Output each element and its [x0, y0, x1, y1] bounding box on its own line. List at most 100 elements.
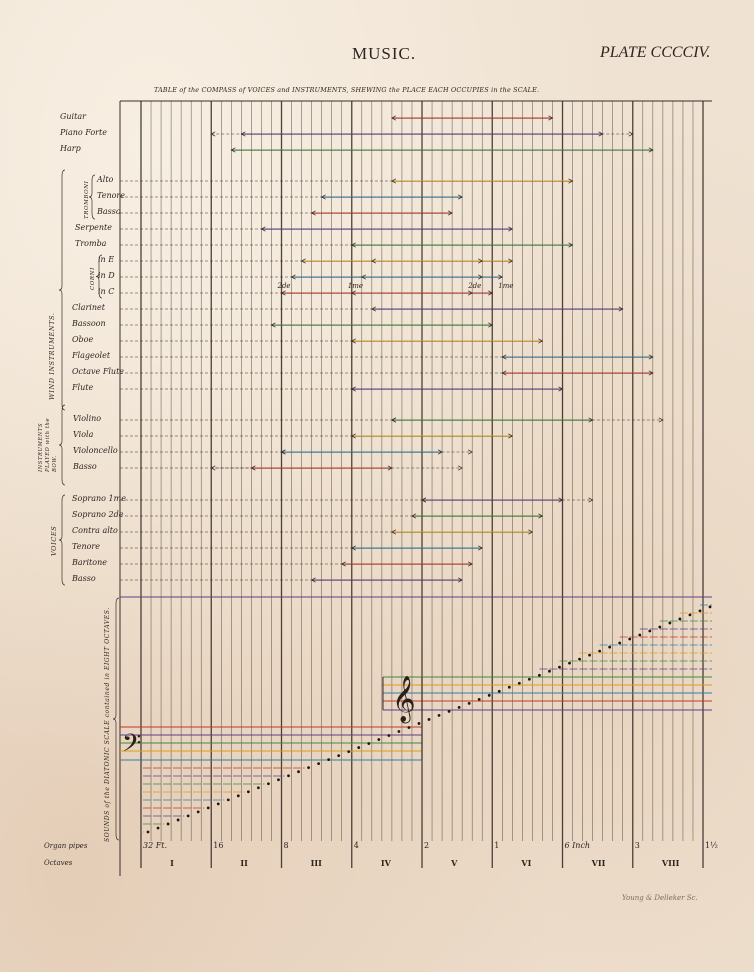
scale-note-dot [548, 669, 551, 673]
scale-note-dot [246, 790, 250, 794]
scale-note-dot [256, 786, 260, 790]
row-label: Basso [97, 207, 121, 216]
brace [58, 494, 66, 586]
range-start-arrow [350, 242, 356, 248]
row-label: Octave Flute [72, 367, 125, 376]
inner-end-arrow [467, 290, 474, 296]
group-label-tromboni: TROMBONI [84, 180, 90, 219]
range-end-arrow [508, 433, 514, 439]
octave-numeral: VIII [661, 858, 680, 868]
range-end-arrow [568, 242, 574, 248]
scale-note-dot [226, 798, 230, 802]
scale-note-dot [698, 609, 702, 613]
scale-note-dot [628, 637, 632, 641]
scale-note-dot [527, 677, 531, 681]
scale-note-dot [367, 742, 371, 745]
range-end-arrow [528, 529, 534, 535]
range-start-arrow [310, 577, 316, 583]
scale-note-dot [467, 701, 471, 705]
extended-end-arrow [588, 497, 594, 503]
range-start-arrow [260, 226, 266, 232]
range-start-arrow [391, 529, 397, 535]
range-start-arrow [250, 465, 256, 471]
organ-pipe-size: 8 [283, 841, 289, 850]
scale-note-dot [618, 641, 622, 645]
engraver-credit: Young & Delleker Sc. [622, 894, 698, 902]
extended-end-arrow [658, 417, 664, 423]
scale-note-dot [598, 649, 602, 653]
range-start-arrow [370, 306, 377, 312]
extended-end-arrow [628, 131, 634, 137]
range-start-arrow [391, 178, 397, 184]
scale-note-dot [206, 806, 210, 810]
scale-note-dot [216, 802, 220, 806]
horn-mark: 2de [277, 282, 291, 290]
scale-note-dot [588, 653, 591, 657]
range-end-arrow [548, 115, 554, 121]
range-end-arrow [558, 497, 564, 503]
brace [58, 169, 66, 411]
organ-pipe-size: 16 [213, 841, 224, 850]
scale-note-dot [327, 758, 331, 762]
row-label: Harp [60, 144, 81, 153]
scale-note-dot [487, 693, 491, 697]
scale-note-dot [156, 826, 160, 830]
range-end-arrow [498, 274, 504, 280]
extended-start-arrow [280, 449, 286, 455]
scale-note-dot [538, 673, 541, 677]
scale-note-dot [608, 645, 612, 649]
page-title: MUSIC. [352, 44, 417, 63]
row-label: in C [98, 287, 115, 296]
range-end-arrow [648, 354, 654, 360]
scale-note-dot [638, 633, 642, 637]
extended-start-arrow [391, 417, 397, 423]
range-end-arrow [508, 258, 514, 264]
octave-numeral: VII [591, 858, 606, 868]
octave-numeral: II [240, 858, 248, 868]
range-end-arrow [447, 210, 453, 216]
scale-note-dot [568, 661, 571, 665]
range-end-arrow [558, 386, 564, 392]
scale-note-dot [668, 621, 672, 625]
organ-pipe-size: 32 Ft. [143, 841, 168, 850]
row-label: Tenore [72, 542, 100, 551]
range-start-arrow [310, 210, 316, 216]
organ-pipe-size: 6 Inch [564, 841, 591, 850]
scale-note-dot [387, 734, 391, 737]
treble-clef-icon: 𝄞 [392, 676, 416, 724]
range-end-arrow [538, 338, 544, 344]
extended-start-arrow [210, 131, 216, 137]
brace [58, 404, 66, 486]
range-end-arrow [508, 226, 514, 232]
scale-note-dot [287, 774, 290, 778]
inner-end-arrow [478, 274, 484, 280]
range-start-arrow [240, 131, 246, 137]
organ-pipes-label: Organ pipes [44, 842, 88, 850]
range-start-arrow [391, 115, 397, 121]
row-label: Basso [72, 574, 96, 583]
row-label: Contra alto [72, 526, 118, 535]
row-label: Flageolet [72, 351, 111, 360]
range-end-arrow [488, 290, 494, 296]
range-start-arrow [411, 513, 417, 519]
scale-note-dot [297, 770, 300, 774]
scale-note-dot [146, 830, 150, 834]
row-label: Baritone [72, 558, 107, 567]
range-start-arrow [270, 322, 276, 328]
range-end-arrow [538, 513, 544, 519]
row-label: Flute [72, 383, 94, 392]
scale-note-dot [407, 726, 411, 729]
table-subtitle: TABLE of the COMPASS of VOICES and INSTR… [154, 86, 540, 94]
group-label-voices: VOICES [50, 525, 58, 556]
range-start-arrow [300, 258, 306, 264]
range-end-arrow [598, 131, 604, 137]
horn-mark: 2de [468, 282, 482, 290]
organ-pipe-size: 3 [634, 841, 640, 850]
octave-numeral: I [170, 858, 174, 868]
range-start-arrow [350, 338, 356, 344]
scale-note-dot [497, 689, 501, 693]
range-start-arrow [501, 370, 507, 376]
row-label: Oboe [72, 335, 94, 344]
range-end-arrow [588, 417, 594, 423]
